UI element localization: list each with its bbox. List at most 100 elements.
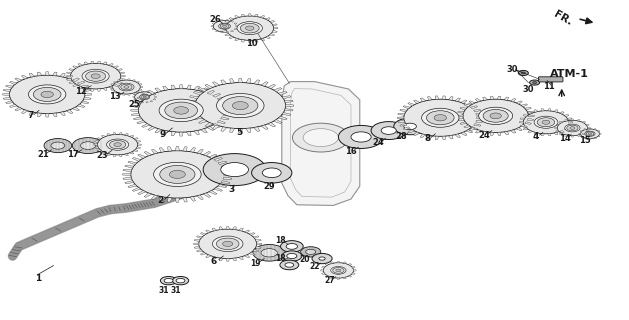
Polygon shape bbox=[569, 121, 572, 123]
Polygon shape bbox=[91, 61, 94, 64]
Polygon shape bbox=[279, 92, 287, 95]
Polygon shape bbox=[131, 113, 140, 116]
Polygon shape bbox=[81, 85, 89, 88]
Circle shape bbox=[426, 111, 454, 125]
Polygon shape bbox=[133, 101, 142, 104]
Polygon shape bbox=[53, 113, 57, 117]
Polygon shape bbox=[528, 115, 534, 117]
Polygon shape bbox=[97, 149, 101, 152]
Circle shape bbox=[33, 87, 61, 101]
Polygon shape bbox=[125, 154, 128, 156]
Text: 31: 31 bbox=[171, 286, 181, 295]
Polygon shape bbox=[343, 277, 346, 279]
Circle shape bbox=[119, 83, 134, 91]
Polygon shape bbox=[94, 144, 97, 145]
Polygon shape bbox=[559, 130, 564, 133]
Circle shape bbox=[280, 260, 299, 270]
Circle shape bbox=[138, 89, 224, 132]
Circle shape bbox=[570, 127, 575, 129]
Circle shape bbox=[252, 163, 292, 183]
Circle shape bbox=[9, 75, 85, 114]
Polygon shape bbox=[238, 78, 242, 83]
Circle shape bbox=[351, 132, 371, 142]
Polygon shape bbox=[197, 149, 203, 154]
Polygon shape bbox=[128, 184, 137, 188]
Circle shape bbox=[28, 85, 66, 104]
Polygon shape bbox=[534, 132, 538, 135]
Polygon shape bbox=[223, 105, 231, 108]
Polygon shape bbox=[45, 114, 49, 117]
Polygon shape bbox=[286, 105, 294, 107]
Polygon shape bbox=[216, 30, 219, 32]
Circle shape bbox=[306, 249, 316, 254]
Polygon shape bbox=[554, 110, 558, 112]
Polygon shape bbox=[564, 115, 569, 117]
Polygon shape bbox=[218, 161, 227, 164]
Polygon shape bbox=[223, 177, 232, 179]
Polygon shape bbox=[201, 233, 206, 236]
Polygon shape bbox=[520, 124, 525, 127]
Circle shape bbox=[164, 278, 173, 283]
Polygon shape bbox=[534, 110, 538, 112]
Polygon shape bbox=[221, 101, 229, 104]
Polygon shape bbox=[213, 124, 221, 127]
Polygon shape bbox=[403, 106, 410, 109]
Polygon shape bbox=[470, 106, 477, 109]
Polygon shape bbox=[118, 80, 121, 81]
Circle shape bbox=[521, 72, 525, 74]
Polygon shape bbox=[60, 112, 65, 116]
Circle shape bbox=[41, 91, 53, 98]
Polygon shape bbox=[272, 24, 277, 26]
Polygon shape bbox=[125, 181, 134, 184]
Circle shape bbox=[253, 244, 286, 261]
Polygon shape bbox=[213, 125, 220, 130]
Polygon shape bbox=[255, 239, 261, 241]
Polygon shape bbox=[142, 93, 150, 97]
Polygon shape bbox=[221, 127, 227, 131]
Polygon shape bbox=[274, 88, 282, 92]
Polygon shape bbox=[97, 89, 100, 91]
Polygon shape bbox=[466, 130, 473, 133]
Polygon shape bbox=[528, 112, 533, 114]
Polygon shape bbox=[226, 227, 230, 229]
Polygon shape bbox=[257, 243, 262, 245]
Polygon shape bbox=[269, 20, 275, 23]
Polygon shape bbox=[577, 135, 580, 137]
Polygon shape bbox=[476, 113, 483, 115]
Polygon shape bbox=[527, 111, 533, 113]
Polygon shape bbox=[246, 128, 251, 132]
Text: 24: 24 bbox=[479, 131, 490, 140]
Polygon shape bbox=[111, 84, 114, 85]
Text: 4: 4 bbox=[533, 132, 539, 141]
Polygon shape bbox=[261, 82, 268, 86]
Polygon shape bbox=[94, 147, 99, 148]
FancyBboxPatch shape bbox=[538, 77, 563, 82]
Polygon shape bbox=[109, 63, 113, 66]
Polygon shape bbox=[282, 82, 360, 205]
Circle shape bbox=[581, 129, 599, 139]
Polygon shape bbox=[235, 15, 239, 18]
Polygon shape bbox=[128, 79, 130, 80]
Polygon shape bbox=[413, 132, 420, 136]
Polygon shape bbox=[482, 131, 487, 135]
Polygon shape bbox=[212, 257, 217, 260]
Polygon shape bbox=[199, 120, 207, 124]
Polygon shape bbox=[238, 257, 243, 260]
Polygon shape bbox=[244, 230, 250, 233]
Polygon shape bbox=[582, 133, 586, 135]
Circle shape bbox=[226, 16, 274, 40]
Polygon shape bbox=[45, 72, 49, 75]
Polygon shape bbox=[3, 93, 9, 95]
Polygon shape bbox=[464, 125, 470, 128]
Polygon shape bbox=[110, 86, 113, 88]
Circle shape bbox=[404, 123, 416, 130]
Text: FR.: FR. bbox=[552, 9, 574, 28]
Polygon shape bbox=[571, 119, 574, 120]
Polygon shape bbox=[520, 118, 525, 120]
Polygon shape bbox=[466, 103, 473, 106]
Text: 6: 6 bbox=[211, 257, 217, 266]
Circle shape bbox=[223, 25, 226, 27]
Polygon shape bbox=[21, 110, 28, 114]
Circle shape bbox=[223, 241, 233, 246]
Polygon shape bbox=[435, 96, 439, 100]
